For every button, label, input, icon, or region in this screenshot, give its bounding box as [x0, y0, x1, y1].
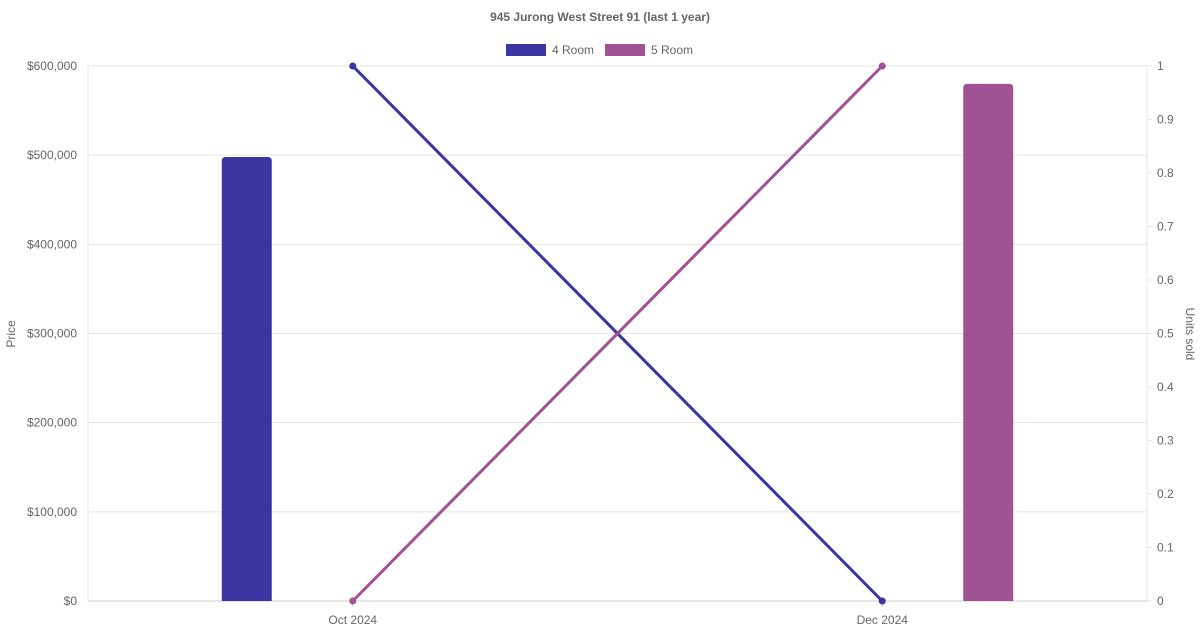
legend: 4 Room 5 Room [506, 43, 693, 57]
y-left-tick-label: $400,000 [27, 237, 77, 251]
y-left-tick-label: $600,000 [27, 59, 77, 73]
y-left-label: Price [4, 320, 18, 348]
y-left-tick-label: $200,000 [27, 416, 77, 430]
legend-swatch [605, 44, 645, 56]
y-right-tick-label: 0.2 [1157, 487, 1174, 501]
legend-label: 5 Room [651, 43, 693, 57]
point [349, 62, 357, 70]
y-right-tick-label: 0.6 [1157, 273, 1174, 287]
y-left-tick-label: $300,000 [27, 327, 77, 341]
point [878, 597, 886, 605]
bar-5-room [963, 83, 1014, 602]
chart-title: 945 Jurong West Street 91 (last 1 year) [490, 10, 710, 24]
line-5-room [351, 64, 884, 603]
legend-swatch [506, 44, 546, 56]
x-tick-label: Dec 2024 [857, 613, 909, 627]
y-right-tick-label: 0.8 [1157, 166, 1174, 180]
y-left-tick-label: $500,000 [27, 148, 77, 162]
y-right-label: Units sold [1183, 308, 1197, 361]
x-tick-label: Oct 2024 [328, 613, 377, 627]
bars [221, 83, 1014, 602]
point [878, 62, 886, 70]
y-left-tick-label: $0 [64, 594, 78, 608]
y-right-tick-label: 0.1 [1157, 541, 1174, 555]
y-right-tick-label: 1 [1157, 59, 1164, 73]
y-right-tick-label: 0.9 [1157, 113, 1174, 127]
y-right-tick-label: 0.5 [1157, 327, 1174, 341]
y-right-tick-label: 0 [1157, 594, 1164, 608]
y-left-tick-label: $100,000 [27, 505, 77, 519]
axes: $0 $100,000 $200,000 $300,000 $400,000 $500,0… [27, 59, 1174, 627]
bar-4-room [221, 156, 272, 601]
point [349, 597, 357, 605]
y-right-tick-label: 0.4 [1157, 380, 1174, 394]
y-right-tick-label: 0.7 [1157, 220, 1174, 234]
y-right-tick-label: 0.3 [1157, 434, 1174, 448]
lines [349, 62, 886, 605]
legend-label: 4 Room [552, 43, 594, 57]
